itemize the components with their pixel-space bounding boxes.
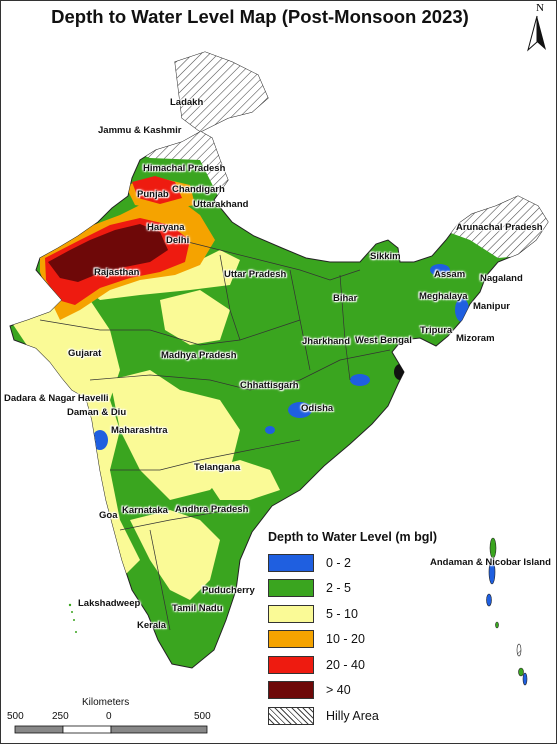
legend-title: Depth to Water Level (m bgl) xyxy=(268,530,437,544)
place-label: Odisha xyxy=(301,403,334,414)
place-label: Sikkim xyxy=(370,251,401,262)
place-label: Uttarakhand xyxy=(193,199,249,210)
legend-item: 20 - 40 xyxy=(268,652,468,678)
place-label: Punjab xyxy=(137,189,169,200)
state-borders xyxy=(39,239,391,631)
zone-5-10-central xyxy=(110,370,240,500)
place-label: Andaman & Nicobar Island xyxy=(430,557,551,568)
legend-item: > 40 xyxy=(268,678,468,704)
place-label: Delhi xyxy=(166,235,190,246)
place-label: Uttar Pradesh xyxy=(224,269,287,280)
scale-tick: 500 xyxy=(194,711,211,722)
scale-tick: 0 xyxy=(106,711,112,722)
scale-bar-graphic xyxy=(14,725,208,734)
north-label: N xyxy=(536,2,544,14)
zone-5-10-deccan xyxy=(200,460,280,500)
place-label: Daman & Diu xyxy=(67,407,127,418)
place-label: Rajasthan xyxy=(94,267,140,278)
legend-label: 2 - 5 xyxy=(326,581,352,596)
lakshadweep-islands xyxy=(68,603,77,633)
north-arrow-icon: N xyxy=(522,2,552,54)
place-label: Gujarat xyxy=(68,348,102,359)
place-label: Andhra Pradesh xyxy=(175,504,249,515)
place-label: Puducherry xyxy=(202,585,255,596)
zone-20-40-punjab xyxy=(132,176,182,204)
legend-swatch xyxy=(268,655,314,674)
place-label: Kerala xyxy=(137,620,167,631)
legend-item: Hilly Area xyxy=(268,703,468,729)
place-label: Chhattisgarh xyxy=(240,380,299,391)
legend-label: Hilly Area xyxy=(326,708,379,723)
place-label: Ladakh xyxy=(170,97,204,108)
legend-label: 20 - 40 xyxy=(326,657,365,672)
zone-5-10-south xyxy=(130,510,220,600)
place-label: Himachal Pradesh xyxy=(143,163,226,174)
place-label: Maharashtra xyxy=(111,425,168,436)
zone-gt40-rajasthan xyxy=(48,224,168,282)
scale-tick: 250 xyxy=(52,711,69,722)
place-label: Tripura xyxy=(420,325,453,336)
legend-label: 0 - 2 xyxy=(326,555,352,570)
map-legend: Depth to Water Level (m bgl) 0 - 2 2 - 5… xyxy=(268,530,468,729)
legend-item: 5 - 10 xyxy=(268,601,468,627)
legend-label: 10 - 20 xyxy=(326,632,365,647)
legend-swatch xyxy=(268,630,314,649)
legend-label: > 40 xyxy=(326,683,351,698)
place-label: Chandigarh xyxy=(172,184,225,195)
place-label: Lakshadweep xyxy=(78,598,141,609)
place-label: Jharkhand xyxy=(302,336,351,347)
legend-swatch xyxy=(268,553,314,572)
place-label: Arunachal Pradesh xyxy=(456,222,543,233)
place-label: Telangana xyxy=(194,462,241,473)
place-label: Madhya Pradesh xyxy=(161,350,237,361)
place-label: Assam xyxy=(434,269,466,280)
place-label: Jammu & Kashmir xyxy=(98,125,182,136)
legend-item: 10 - 20 xyxy=(268,627,468,653)
place-label: Nagaland xyxy=(480,273,523,284)
scale-bar: Kilometers 500 250 0 500 xyxy=(7,697,220,737)
place-label: West Bengal xyxy=(355,335,412,346)
place-label: Bihar xyxy=(333,293,358,304)
zone-5-10-mp xyxy=(160,290,230,345)
map-title: Depth to Water Level Map (Post-Monsoon 2… xyxy=(51,6,469,27)
place-label: Goa xyxy=(99,510,118,521)
place-label: Haryana xyxy=(147,222,185,233)
place-label: Meghalaya xyxy=(419,291,468,302)
scale-tick: 500 xyxy=(7,711,24,722)
legend-item: 2 - 5 xyxy=(268,576,468,602)
place-label: Karnataka xyxy=(122,505,168,516)
place-label: Manipur xyxy=(473,301,510,312)
place-label: Dadara & Nagar Havelli xyxy=(4,393,109,404)
scale-unit: Kilometers xyxy=(82,697,130,708)
legend-swatch xyxy=(268,681,314,700)
legend-item: 0 - 2 xyxy=(268,550,468,576)
legend-swatch xyxy=(268,604,314,623)
legend-swatch-hatched xyxy=(268,706,314,725)
place-label: Tamil Nadu xyxy=(172,603,223,614)
andaman-nicobar-islands xyxy=(486,537,528,686)
place-label: Mizoram xyxy=(456,333,495,344)
legend-label: 5 - 10 xyxy=(326,606,358,621)
legend-swatch xyxy=(268,579,314,598)
